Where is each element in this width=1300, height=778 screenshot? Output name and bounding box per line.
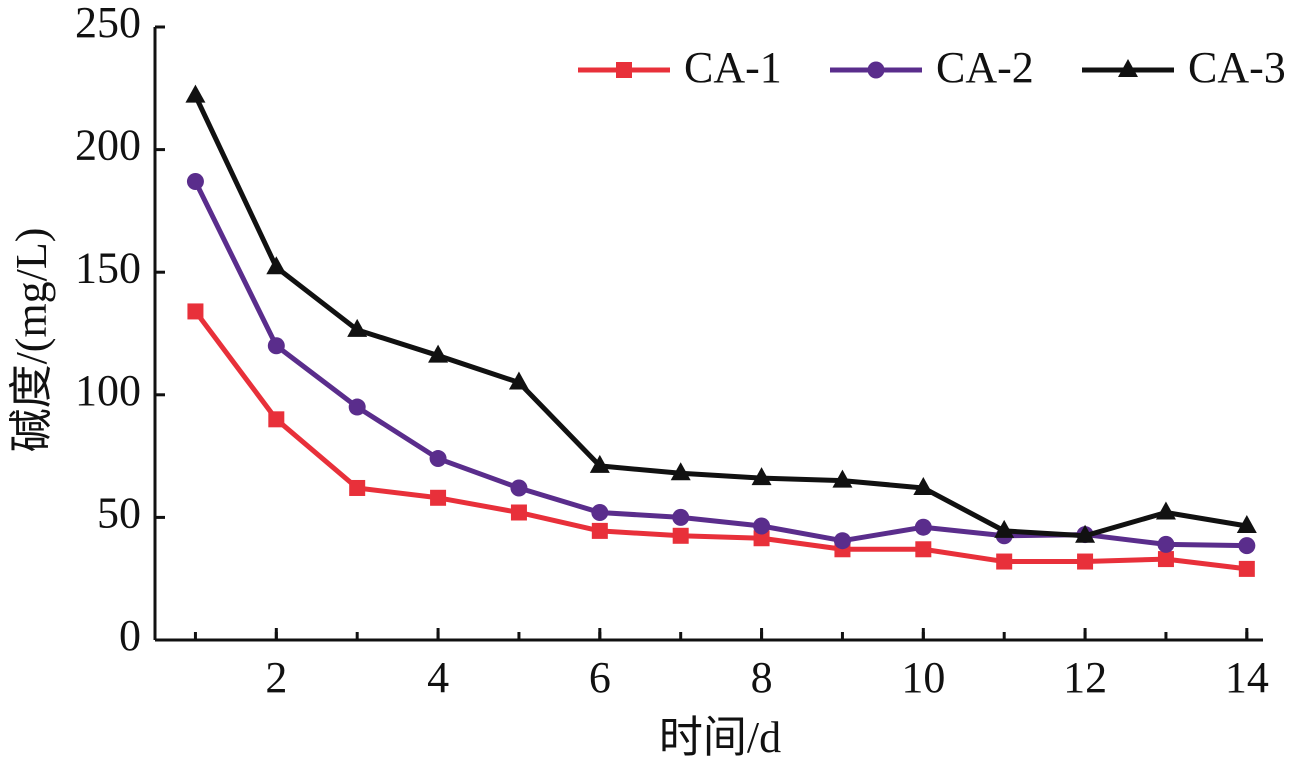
y-tick-label: 100 xyxy=(75,366,141,415)
marker xyxy=(589,454,610,473)
marker xyxy=(915,541,932,558)
legend-label: CA-1 xyxy=(684,43,782,92)
marker xyxy=(914,518,932,536)
marker xyxy=(428,344,449,363)
marker xyxy=(429,450,447,468)
marker xyxy=(187,303,204,320)
marker xyxy=(753,530,770,547)
marker xyxy=(996,553,1013,570)
marker xyxy=(833,532,851,550)
marker xyxy=(670,462,691,481)
marker xyxy=(1157,551,1174,568)
marker xyxy=(672,527,689,544)
x-tick-label: 6 xyxy=(589,653,611,702)
marker xyxy=(508,371,529,390)
marker xyxy=(913,476,934,495)
marker xyxy=(1155,501,1176,520)
marker xyxy=(1236,514,1257,533)
marker xyxy=(267,337,285,355)
marker xyxy=(751,467,772,486)
marker xyxy=(672,508,690,526)
x-tick-label: 12 xyxy=(1063,653,1107,702)
y-axis-label: 碱度/(mg/L) xyxy=(7,228,56,453)
marker xyxy=(1238,537,1256,555)
legend-marker xyxy=(1118,59,1138,77)
series-line xyxy=(193,309,1248,572)
marker xyxy=(266,256,287,275)
marker xyxy=(348,398,366,416)
legend-marker xyxy=(616,62,632,78)
y-tick-label: 0 xyxy=(119,611,141,660)
marker xyxy=(510,479,528,497)
y-tick-label: 50 xyxy=(97,488,141,537)
marker xyxy=(994,519,1015,538)
marker xyxy=(591,503,609,521)
legend-marker xyxy=(867,61,885,79)
marker xyxy=(268,411,285,428)
legend-label: CA-3 xyxy=(1188,43,1286,92)
marker xyxy=(349,479,366,496)
x-tick-label: 14 xyxy=(1225,653,1269,702)
marker xyxy=(1075,524,1096,543)
marker xyxy=(430,489,447,506)
x-tick-label: 2 xyxy=(265,653,287,702)
y-tick-label: 150 xyxy=(75,243,141,292)
x-tick-label: 8 xyxy=(751,653,773,702)
x-axis-label: 时间/d xyxy=(659,713,781,762)
y-tick-label: 250 xyxy=(75,0,141,47)
marker xyxy=(510,504,527,521)
marker xyxy=(591,522,608,539)
marker xyxy=(347,318,368,337)
x-tick-label: 4 xyxy=(427,653,449,702)
marker xyxy=(1238,560,1255,577)
legend-label: CA-2 xyxy=(936,43,1034,92)
marker xyxy=(753,517,771,535)
series-line xyxy=(193,94,1248,539)
marker xyxy=(186,172,204,190)
marker xyxy=(832,469,853,488)
y-tick-label: 200 xyxy=(75,121,141,170)
marker xyxy=(1077,553,1094,570)
marker xyxy=(185,84,206,103)
x-tick-label: 10 xyxy=(901,653,945,702)
marker xyxy=(1157,535,1175,553)
